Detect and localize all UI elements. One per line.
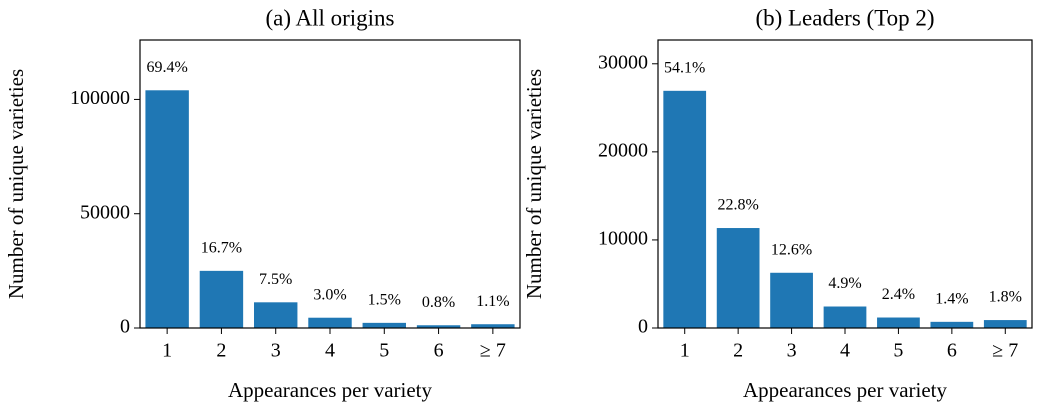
- bar: [199, 270, 244, 328]
- value-label: 1.4%: [935, 291, 968, 308]
- bar: [770, 272, 813, 328]
- x-tick-label: 5: [893, 340, 903, 362]
- x-tick-label: 6: [434, 340, 444, 362]
- value-label: 54.1%: [664, 59, 705, 76]
- bar: [663, 90, 707, 328]
- bar: [983, 320, 1027, 328]
- x-tick-label: 4: [325, 340, 335, 362]
- value-label: 69.4%: [146, 59, 187, 76]
- y-tick-label: 0: [120, 316, 130, 338]
- value-label: 3.0%: [313, 286, 346, 303]
- value-label: 16.7%: [201, 240, 242, 257]
- bar: [416, 325, 461, 328]
- bar: [254, 302, 298, 328]
- x-axis-label: Appearances per variety: [743, 378, 948, 402]
- x-tick-label: 1: [162, 340, 172, 362]
- chart-title: (b) Leaders (Top 2): [755, 5, 934, 30]
- x-axis-label: Appearances per variety: [228, 378, 433, 402]
- value-label: 7.5%: [259, 271, 292, 288]
- value-label: 2.4%: [882, 286, 915, 303]
- value-label: 4.9%: [828, 275, 861, 292]
- bar: [716, 228, 760, 328]
- bar: [362, 322, 406, 328]
- y-tick-label: 10000: [598, 228, 648, 250]
- x-tick-label: 1: [680, 340, 690, 362]
- x-tick-label: 3: [271, 340, 281, 362]
- value-label: 1.8%: [989, 289, 1022, 306]
- value-label: 0.8%: [422, 294, 455, 311]
- value-label: 12.6%: [771, 241, 812, 258]
- x-tick-label: ≥ 7: [480, 340, 506, 362]
- bar: [471, 324, 515, 328]
- x-tick-label: ≥ 7: [992, 340, 1018, 362]
- value-label: 22.8%: [717, 197, 758, 214]
- value-label: 1.5%: [368, 292, 401, 309]
- x-tick-label: 5: [379, 340, 389, 362]
- y-tick-label: 0: [638, 316, 648, 338]
- y-tick-label: 50000: [80, 201, 130, 223]
- plot-frame: [139, 39, 521, 329]
- plot-frame: [657, 39, 1033, 329]
- y-axis-label: Number of unique varieties: [4, 69, 28, 299]
- x-tick-label: 2: [733, 340, 743, 362]
- y-tick-label: 30000: [598, 51, 648, 73]
- y-tick-label: 100000: [70, 87, 130, 109]
- value-label: 1.1%: [476, 293, 509, 310]
- chart-title: (a) All origins: [265, 5, 394, 30]
- bar: [145, 90, 189, 329]
- bar: [930, 321, 974, 328]
- bar: [823, 306, 867, 328]
- x-tick-label: 6: [947, 340, 957, 362]
- y-axis-label: Number of unique varieties: [522, 69, 546, 299]
- x-tick-label: 3: [787, 340, 797, 362]
- y-tick-label: 20000: [598, 139, 648, 161]
- bar: [877, 317, 920, 328]
- x-tick-label: 4: [840, 340, 850, 362]
- x-tick-label: 2: [216, 340, 226, 362]
- bar: [308, 317, 352, 328]
